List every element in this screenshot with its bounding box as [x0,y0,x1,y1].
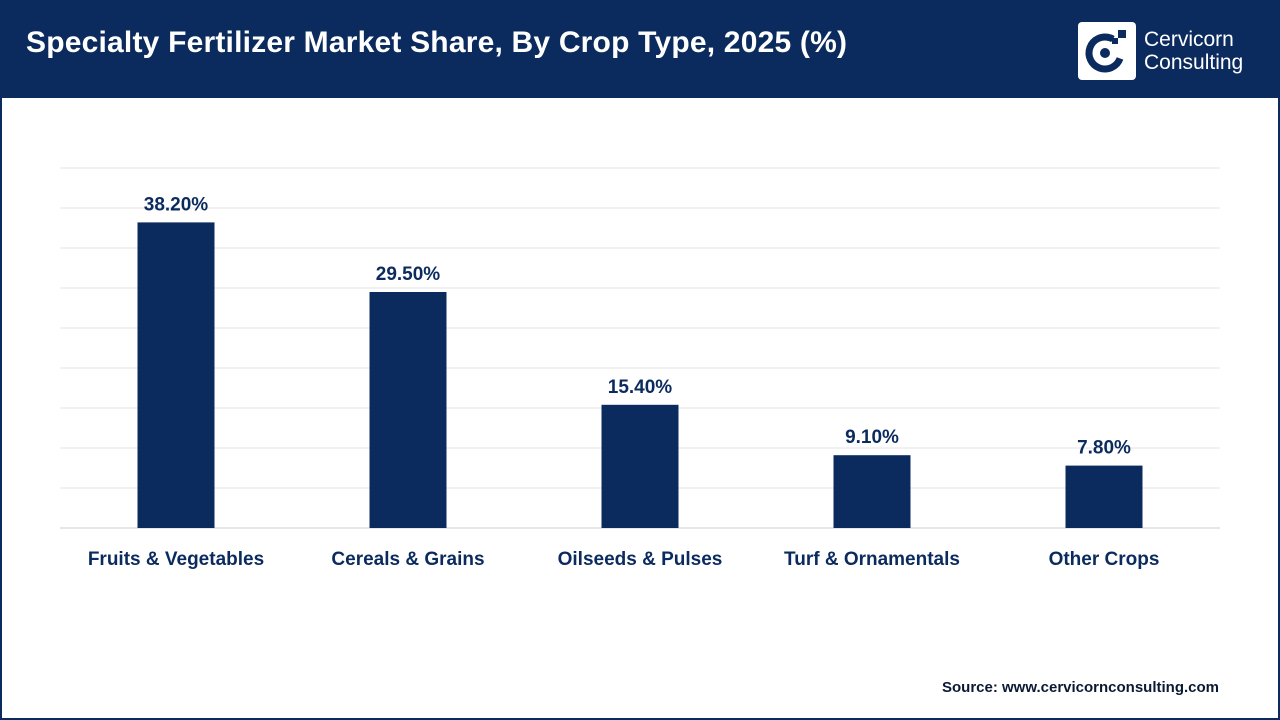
bar-2 [601,404,679,528]
value-label-4: 7.80% [1077,438,1131,459]
value-label-1: 29.50% [376,264,441,285]
bar-4 [1065,465,1143,528]
source-note: Source: www.cervicornconsulting.com [942,679,1220,696]
bar-3 [833,455,911,528]
brand-name-line2: Consulting [1144,51,1244,74]
bar-0 [137,222,215,528]
bar-chart: 38.20% 29.50% 15.40% 9.10% 7.80% Fruits & Ve… [60,167,1220,570]
value-labels: 38.20% 29.50% 15.40% 9.10% 7.80% [144,194,1131,458]
brand-name-line1: Cervicorn [1144,28,1234,51]
value-label-3: 9.10% [845,427,899,448]
category-label-3: Turf & Ornamentals [784,549,960,570]
bar-1 [369,292,447,528]
value-label-0: 38.20% [144,194,209,215]
gridlines [60,167,1220,529]
cervicorn-logo-icon [1078,22,1136,80]
category-labels: Fruits & Vegetables Cereals & Grains Oilse… [88,549,1160,570]
value-label-2: 15.40% [608,377,673,398]
category-label-1: Cereals & Grains [331,549,484,570]
brand-name: Cervicorn Consulting [1144,28,1243,74]
brand-logo: Cervicorn Consulting [1078,22,1243,80]
category-label-2: Oilseeds & Pulses [558,549,723,570]
page-title: Specialty Fertilizer Market Share, By Cr… [26,26,848,59]
header-bar: Specialty Fertilizer Market Share, By Cr… [2,2,1278,98]
category-label-0: Fruits & Vegetables [88,549,264,570]
bars [137,222,1143,528]
category-label-4: Other Crops [1049,549,1160,570]
